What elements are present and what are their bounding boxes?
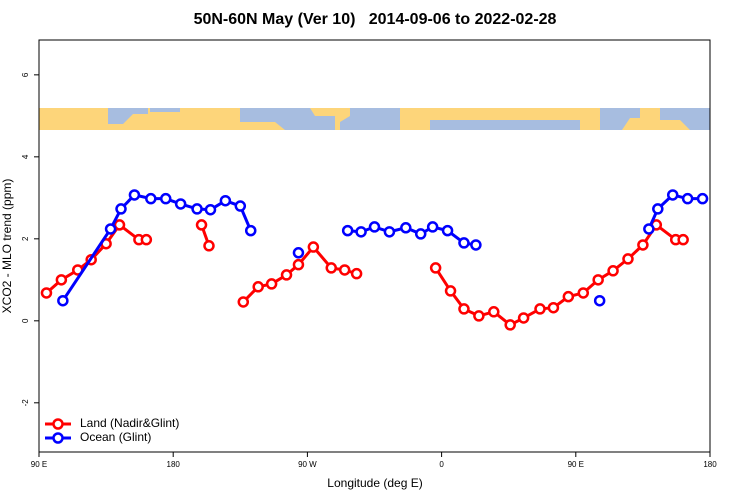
data-point xyxy=(115,203,127,215)
data-point xyxy=(280,269,293,281)
legend-label: Land (Nadir&Glint) xyxy=(80,416,179,430)
data-point xyxy=(383,226,396,238)
chart-title: 50N-60N May (Ver 10) 2014-09-06 to 2022-… xyxy=(194,11,557,28)
data-point xyxy=(368,221,381,233)
data-point xyxy=(562,290,575,303)
y-tick-label: 6 xyxy=(21,72,30,77)
data-point xyxy=(429,262,442,274)
data-point xyxy=(252,281,264,293)
data-point xyxy=(677,233,689,246)
series-line xyxy=(61,193,253,302)
x-tick-label: 90 W xyxy=(298,460,317,469)
data-point xyxy=(458,303,470,315)
x-axis-title: Longitude (deg E) xyxy=(327,476,422,490)
plot-frame xyxy=(38,39,711,453)
x-tick-label: 180 xyxy=(703,460,717,469)
legend-label: Ocean (Glint) xyxy=(80,430,151,444)
data-point xyxy=(292,247,305,259)
series-line xyxy=(434,222,684,327)
data-point xyxy=(350,267,363,280)
data-point xyxy=(128,189,141,201)
data-point xyxy=(203,240,215,252)
legend-marker xyxy=(52,418,64,430)
data-point xyxy=(55,274,68,286)
data-point xyxy=(159,192,172,205)
data-point xyxy=(643,223,655,235)
x-tick-label: 0 xyxy=(439,460,444,469)
data-point xyxy=(307,241,320,253)
data-point xyxy=(355,226,367,238)
data-point xyxy=(607,265,619,277)
data-point xyxy=(292,258,305,271)
data-point xyxy=(234,200,247,212)
data-point xyxy=(441,224,454,237)
y-axis-title: XCO2 - MLO trend (ppm) xyxy=(0,179,14,314)
data-point xyxy=(426,221,439,233)
data-point xyxy=(696,192,709,205)
data-point xyxy=(577,287,590,299)
series-line xyxy=(347,225,477,247)
data-point xyxy=(593,294,606,307)
data-point xyxy=(681,192,694,205)
y-tick-label: 2 xyxy=(21,236,30,241)
data-point xyxy=(534,303,546,315)
data-point xyxy=(237,296,250,308)
data-point xyxy=(488,306,500,318)
data-point xyxy=(325,262,338,274)
data-point xyxy=(219,194,232,207)
x-tick-label: 90 E xyxy=(31,460,47,469)
data-point xyxy=(622,253,634,265)
data-point xyxy=(145,192,157,205)
data-point xyxy=(652,203,664,215)
map-ocean xyxy=(108,108,710,130)
data-point xyxy=(191,203,203,215)
data-point xyxy=(473,310,485,322)
data-point xyxy=(341,224,354,237)
data-point xyxy=(204,203,217,216)
y-tick-label: 0 xyxy=(21,318,30,323)
data-point xyxy=(400,222,412,234)
data-point xyxy=(517,312,530,324)
world-map-band xyxy=(39,108,710,130)
data-point xyxy=(140,233,153,246)
data-point xyxy=(174,198,187,210)
x-tick-label: 90 E xyxy=(568,460,584,469)
data-point xyxy=(592,274,604,286)
legend-marker xyxy=(52,432,64,444)
data-point xyxy=(244,224,257,237)
data-point xyxy=(547,301,560,314)
data-point xyxy=(470,239,482,251)
data-point xyxy=(113,219,126,231)
data-point xyxy=(504,319,516,331)
data-point xyxy=(338,264,351,276)
y-tick-label: 4 xyxy=(21,154,30,159)
data-point xyxy=(57,294,69,307)
data-point xyxy=(195,219,208,231)
data-point xyxy=(666,189,679,201)
y-tick-label: -2 xyxy=(21,399,30,407)
data-point xyxy=(444,285,457,297)
data-point xyxy=(458,237,470,249)
data-point xyxy=(637,239,649,251)
data-point xyxy=(40,287,53,299)
x-tick-label: 180 xyxy=(167,460,181,469)
data-point xyxy=(414,228,427,240)
data-point xyxy=(265,278,278,290)
data-point xyxy=(104,223,117,235)
